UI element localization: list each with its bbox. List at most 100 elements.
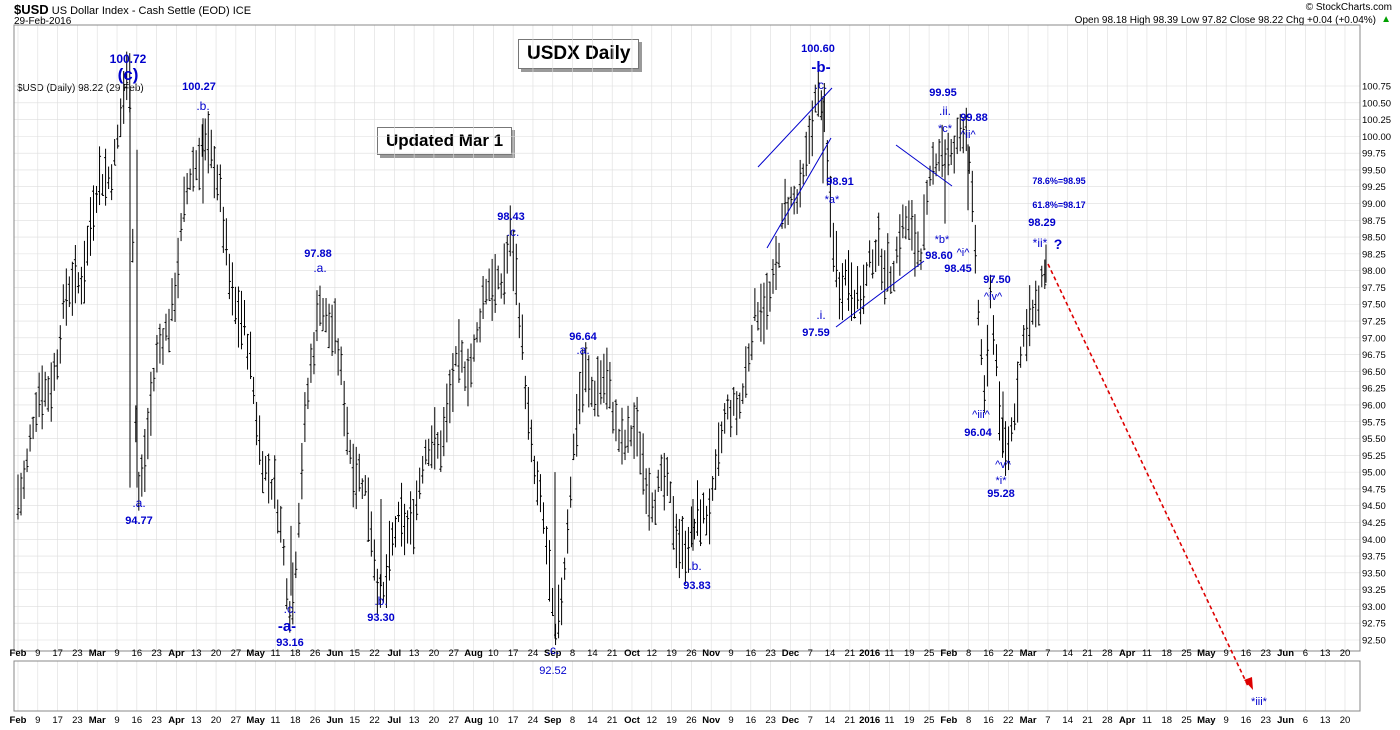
ohlc-bar	[197, 137, 201, 191]
x-tick-label-lower: 14	[587, 715, 598, 726]
ohlc-bar	[783, 178, 787, 229]
ohlc-bar	[22, 460, 26, 499]
ohlc-bar	[336, 338, 340, 376]
ohlc-bar	[922, 194, 926, 251]
ohlc-bar	[711, 476, 715, 501]
ohlc-bar	[952, 135, 956, 174]
x-tick-label-lower: 21	[1082, 715, 1093, 726]
x-tick-label-lower: Feb	[940, 715, 957, 726]
ohlc-bar	[439, 430, 443, 472]
y-tick-label: 97.75	[1362, 283, 1386, 294]
x-tick-label-lower: 9	[35, 715, 40, 726]
ohlc-bar	[653, 489, 657, 525]
x-tick-label: Jul	[387, 648, 401, 659]
ohlc-bar	[671, 496, 675, 550]
ohlc-bar	[650, 492, 654, 523]
ohlc-bar	[490, 258, 494, 321]
ohlc-bar	[243, 299, 246, 336]
ohlc-bar	[469, 343, 473, 388]
ohlc-bar	[892, 260, 896, 292]
x-tick-label: Mar	[1020, 648, 1037, 659]
ohlc-bar	[282, 539, 286, 566]
ohlc-bar	[236, 286, 240, 348]
ohlc-bar	[478, 308, 482, 343]
chart-header-left: $USD US Dollar Index - Cash Settle (EOD)…	[14, 2, 251, 17]
x-tick-label: 22	[1003, 648, 1014, 659]
ohlc-bar	[732, 386, 736, 416]
x-tick-label-lower: 25	[924, 715, 935, 726]
wave-label: 92.52	[539, 665, 567, 677]
ohlc-bar	[714, 449, 718, 490]
ohlc-bar	[623, 429, 627, 461]
ohlc-bar	[632, 402, 636, 459]
ohlc-bar	[596, 356, 600, 417]
wave-label: ?	[1054, 236, 1063, 252]
ohlc-bar	[1013, 403, 1017, 431]
x-tick-label: 11	[885, 648, 895, 659]
ohlc-bar	[433, 407, 437, 470]
y-tick-label: 99.25	[1362, 182, 1386, 193]
ohlc-bar	[548, 540, 552, 602]
x-tick-label-lower: 9	[1224, 715, 1229, 726]
ohlc-bar	[865, 262, 869, 287]
y-tick-label: 99.75	[1362, 149, 1386, 160]
y-tick-label: 98.00	[1362, 266, 1386, 277]
x-tick-label: 13	[409, 648, 420, 659]
ohlc-bar	[203, 118, 207, 161]
x-tick-label-lower: 17	[508, 715, 519, 726]
ohlc-bar	[998, 381, 1001, 441]
wave-label: .c.	[547, 643, 560, 657]
ohlc-bar	[61, 284, 65, 319]
ohlc-bar	[883, 250, 887, 305]
ohlc-bar	[566, 509, 570, 554]
ohlc-bar	[137, 471, 141, 511]
x-tick-label-lower: 9	[114, 715, 119, 726]
x-tick-label-lower: Nov	[702, 715, 721, 726]
ohlc-bar	[239, 290, 243, 350]
wave-label: ^i^	[957, 247, 971, 259]
y-tick-label: 98.50	[1362, 233, 1386, 244]
ohlc-bar	[321, 298, 325, 332]
x-tick-label: 25	[1181, 648, 1192, 659]
ohlc-bar	[70, 261, 74, 316]
ohlc-bar	[523, 375, 527, 410]
ohlc-bar	[267, 453, 271, 504]
ohlc-bar	[1019, 346, 1023, 368]
ohlc-bar	[988, 274, 992, 309]
y-axis: 92.50 92.75 93.00 93.25 93.50 93.75 94.00 94.25…	[1362, 82, 1391, 647]
ohlc-bar	[246, 333, 250, 370]
ohlc-bar	[856, 266, 860, 310]
ohlc-bar	[46, 376, 50, 412]
ohlc-bar	[110, 164, 114, 201]
x-tick-label: 19	[904, 648, 915, 659]
ohlc-bar	[270, 479, 274, 500]
ohlc-bar	[560, 577, 564, 626]
x-tick-label-lower: Oct	[624, 715, 641, 726]
ohlc-bar	[871, 249, 875, 279]
ohlc-bar	[1031, 299, 1035, 325]
ohlc-bar	[252, 376, 256, 404]
ohlc-bar	[409, 491, 413, 545]
ohlc-bar	[934, 153, 938, 177]
ohlc-bar	[64, 268, 68, 326]
ohlc-bar	[176, 237, 180, 299]
ohlc-bar	[729, 399, 733, 438]
ohlc-bar	[677, 518, 681, 579]
wave-label: .i.	[816, 308, 825, 322]
ohlc-bar	[212, 145, 216, 199]
x-tick-label: May	[1197, 648, 1216, 659]
ohlc-bar	[43, 371, 47, 407]
ohlc-bar	[255, 401, 259, 446]
wave-label: -a-	[278, 618, 296, 635]
wave-label: 100.72	[110, 52, 147, 66]
wave-label: .a.	[132, 496, 145, 510]
ohlc-bar	[381, 581, 385, 603]
x-tick-label-lower: 23	[151, 715, 162, 726]
ohlc-bar	[233, 286, 237, 325]
wave-label: 61.8%=98.17	[1032, 200, 1085, 210]
x-tick-label-lower: May	[1197, 715, 1216, 726]
x-tick-label: Apr	[168, 648, 185, 659]
ohlc-bar	[348, 439, 352, 464]
ohlc-bar	[572, 433, 576, 461]
x-tick-label: 10	[488, 648, 499, 659]
